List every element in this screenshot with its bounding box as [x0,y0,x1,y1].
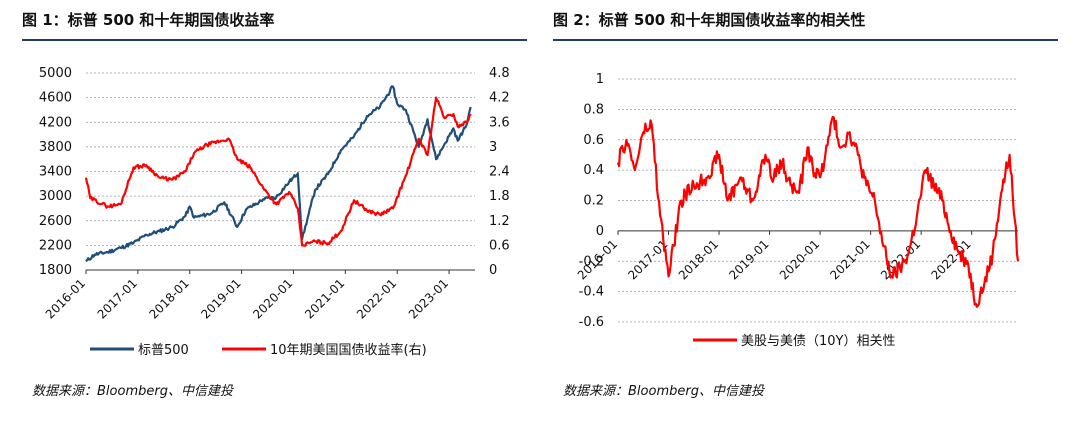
y-left-tick-label: 2200 [39,238,72,253]
figure-1-title-rule [22,39,527,41]
series-line-correlation [616,115,1020,308]
y-right-tick-label: 4.8 [489,66,510,81]
x-tick-label: 2020-01 [777,237,822,282]
y-left-tick-label: 4600 [39,91,72,106]
figure-1-panel: 图 1：标普 500 和十年期国债收益率 5000 4.8 4600 4.2 4200 3… [22,0,532,425]
chart-1-svg: 5000 4.8 4600 4.2 4200 3.6 3800 3 3400 2.4 3000 1.8… [39,66,510,358]
y-tick-label: 0 [596,224,604,239]
y-left-tick-label: 3800 [39,140,72,155]
figure-2-title-rule [553,39,1058,41]
figure-1-source: 数据来源：Bloomberg、中信建投 [32,384,233,399]
figure-2-title: 图 2：标普 500 和十年期国债收益率的相关性 [553,11,866,29]
legend-label-spx: 标普500 [138,343,189,358]
y-tick-label: 0.2 [583,194,604,209]
y-tick-label: 0.4 [583,163,604,178]
y-right-tick-label: 3 [489,140,497,155]
x-tick-label: 2022-01 [354,276,399,321]
x-tick-label: 2023-01 [406,276,451,321]
y-left-tick-label: 1800 [39,263,72,278]
x-tick-label: 2021-01 [302,276,347,321]
y-right-tick-label: 3.6 [489,115,510,130]
x-tick-label: 2020-01 [250,276,295,321]
y-left-tick-label: 4200 [39,115,72,130]
y-right-tick-label: 2.4 [489,165,510,180]
series-line-spx [85,85,472,263]
y-left-tick-label: 2600 [39,214,72,229]
x-tick-label: 2021-01 [827,237,872,282]
y-tick-label: 0.6 [583,133,604,148]
x-tick-label: 2016-01 [43,276,88,321]
figure-2-source: 数据来源：Bloomberg、中信建投 [563,384,764,399]
x-tick-label: 2018-01 [147,276,192,321]
y-right-tick-label: 1.2 [489,214,510,229]
y-tick-label: -0.6 [579,315,604,330]
y-tick-label: 1 [596,72,604,87]
y-right-tick-label: 0.6 [489,238,510,253]
y-tick-label: 0.8 [583,102,604,117]
figure-2-panel: 图 2：标普 500 和十年期国债收益率的相关性 1 0.8 0.6 0.4 0.2 0 -… [553,0,1063,425]
x-tick-label: 2019-01 [198,276,243,321]
y-right-tick-label: 1.8 [489,189,510,204]
figure-1-title: 图 1：标普 500 和十年期国债收益率 [22,11,275,29]
y-left-tick-label: 3000 [39,189,72,204]
y-left-tick-label: 5000 [39,66,72,81]
legend-label-10y-yield: 10年期美国国债收益率(右) [270,342,427,358]
x-tick-label: 2017-01 [95,276,140,321]
x-tick-label: 2018-01 [676,237,721,282]
x-tick-label: 2022-01 [878,237,923,282]
y-tick-label: -0.2 [579,254,604,269]
y-tick-label: -0.4 [579,285,604,300]
legend-label-correlation: 美股与美债（10Y）相关性 [741,334,895,349]
series-line-10y-yield [84,96,472,247]
x-tick-label: 2019-01 [726,237,771,282]
x-tick-label: 2022-01 [928,237,973,282]
y-right-tick-label: 4.2 [489,91,510,106]
y-right-tick-label: 0 [489,263,497,278]
y-left-tick-label: 3400 [39,165,72,180]
